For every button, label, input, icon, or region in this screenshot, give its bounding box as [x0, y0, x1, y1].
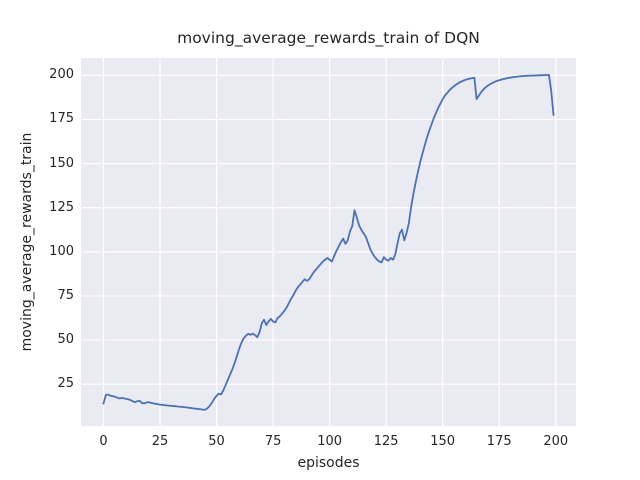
x-tick-label: 175 — [486, 434, 512, 449]
y-tick-label: 50 — [57, 332, 74, 348]
x-tick-label: 125 — [373, 434, 399, 449]
plot-background — [81, 58, 576, 426]
y-tick-label: 100 — [49, 243, 74, 259]
y-tick-label: 200 — [49, 67, 74, 83]
chart-title: moving_average_rewards_train of DQN — [177, 29, 480, 47]
series-line — [102, 74, 555, 411]
y-tick-label: 75 — [57, 287, 74, 303]
y-tick-label: 25 — [57, 376, 74, 392]
x-tick-label: 100 — [317, 434, 343, 449]
x-tick-label: 150 — [430, 434, 456, 449]
x-tick-label: 200 — [543, 434, 569, 449]
y-tick-label: 150 — [49, 155, 74, 171]
y-tick-label: 175 — [49, 111, 74, 127]
x-tick-label: 0 — [99, 434, 108, 449]
x-tick-label: 25 — [151, 434, 169, 449]
x-axis-label: episodes — [297, 455, 360, 471]
x-tick-label: 75 — [264, 434, 282, 449]
x-tick-label: 50 — [208, 434, 225, 449]
y-tick-label: 125 — [49, 199, 74, 215]
y-axis-label: moving_average_rewards_train — [19, 132, 35, 352]
